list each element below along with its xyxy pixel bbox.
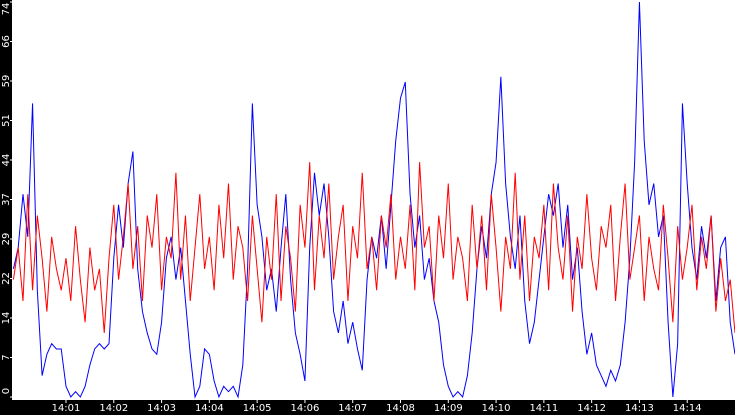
y-tick-label: 51 xyxy=(1,114,12,127)
x-tick-label: 14:02 xyxy=(99,403,128,414)
x-tick-label: 14:06 xyxy=(291,403,320,414)
y-tick-label: 37 xyxy=(1,193,12,206)
y-tick-label: 44 xyxy=(1,154,12,167)
y-tick-label: 66 xyxy=(1,35,12,48)
x-tick-label: 14:05 xyxy=(243,403,272,414)
y-tick-label: 14 xyxy=(1,312,12,325)
y-tick-label: 74 xyxy=(1,3,12,16)
x-tick-label: 14:11 xyxy=(529,403,558,414)
y-tick-label: 22 xyxy=(1,272,12,285)
y-tick-label: 29 xyxy=(1,233,12,246)
x-tick-label: 14:13 xyxy=(625,403,654,414)
series-line xyxy=(12,162,735,333)
y-axis-strip xyxy=(0,0,12,415)
x-axis-strip xyxy=(0,400,735,415)
x-tick-label: 14:09 xyxy=(434,403,463,414)
x-tick-label: 14:04 xyxy=(195,403,224,414)
x-tick-label: 14:01 xyxy=(52,403,81,414)
x-tick-label: 14:12 xyxy=(577,403,606,414)
x-tick-label: 14:14 xyxy=(673,403,702,414)
y-tick-label: 7 xyxy=(1,354,12,360)
series-line xyxy=(12,1,735,399)
y-tick-label: 0 xyxy=(1,388,12,394)
x-tick-label: 14:03 xyxy=(147,403,176,414)
x-tick-label: 14:07 xyxy=(338,403,367,414)
y-tick-label: 59 xyxy=(1,75,12,88)
x-tick-label: 14:10 xyxy=(482,403,511,414)
x-tick-label: 14:08 xyxy=(386,403,415,414)
